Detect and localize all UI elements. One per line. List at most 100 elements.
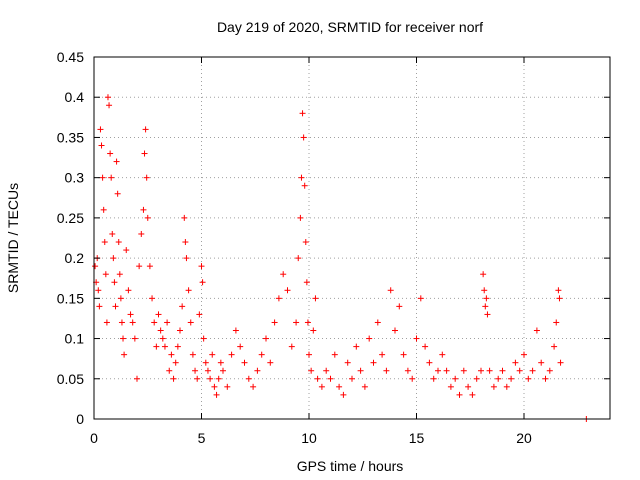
data-point bbox=[288, 343, 295, 350]
data-point bbox=[495, 375, 502, 382]
data-point bbox=[306, 351, 312, 358]
data-point bbox=[168, 351, 175, 358]
data-point bbox=[113, 158, 120, 165]
y-tick-label: 0.15 bbox=[57, 290, 84, 306]
data-point bbox=[217, 359, 224, 366]
y-tick-label: 0.05 bbox=[57, 371, 84, 387]
data-point bbox=[396, 303, 403, 310]
data-point bbox=[456, 391, 463, 398]
data-point bbox=[387, 287, 394, 294]
data-point bbox=[310, 327, 317, 334]
y-tick-label: 0.1 bbox=[65, 331, 85, 347]
data-point bbox=[303, 279, 310, 286]
data-point bbox=[237, 343, 244, 350]
y-tick-label: 0.25 bbox=[57, 210, 84, 226]
data-point bbox=[499, 367, 506, 374]
data-point bbox=[553, 319, 560, 326]
data-point bbox=[280, 271, 287, 278]
data-point bbox=[327, 375, 334, 382]
data-point bbox=[370, 359, 377, 366]
y-tick-label: 0.35 bbox=[57, 129, 84, 145]
x-tick-label: 15 bbox=[409, 430, 425, 446]
data-point bbox=[308, 367, 315, 374]
data-point bbox=[435, 367, 441, 374]
data-point bbox=[293, 319, 300, 326]
data-point bbox=[284, 287, 291, 294]
data-point bbox=[551, 343, 558, 350]
data-point bbox=[299, 110, 306, 117]
data-point bbox=[557, 359, 564, 366]
data-point bbox=[121, 351, 128, 358]
data-point bbox=[340, 391, 347, 398]
data-point bbox=[503, 383, 510, 390]
data-point bbox=[117, 295, 124, 302]
data-point bbox=[157, 327, 164, 334]
data-point bbox=[129, 319, 136, 326]
data-point bbox=[95, 287, 102, 294]
data-point bbox=[99, 174, 106, 181]
data-point bbox=[383, 367, 390, 374]
data-point bbox=[430, 375, 437, 382]
data-point bbox=[481, 287, 488, 294]
data-point bbox=[271, 319, 278, 326]
data-point bbox=[439, 351, 446, 358]
data-point bbox=[170, 375, 177, 382]
data-point bbox=[232, 327, 239, 334]
data-point bbox=[101, 239, 108, 246]
data-point bbox=[213, 391, 220, 398]
data-point bbox=[447, 383, 454, 390]
data-point bbox=[131, 335, 138, 342]
data-point bbox=[529, 367, 536, 374]
data-point bbox=[149, 295, 156, 302]
data-point bbox=[555, 287, 562, 294]
y-tick-label: 0 bbox=[76, 411, 84, 427]
data-point bbox=[422, 343, 429, 350]
data-point bbox=[366, 335, 373, 342]
data-point bbox=[400, 351, 407, 358]
data-point bbox=[490, 383, 497, 390]
data-point bbox=[297, 214, 304, 221]
data-point bbox=[200, 335, 207, 342]
data-point bbox=[192, 367, 199, 374]
data-point bbox=[118, 319, 125, 326]
axis-ticks: 0 0.05 0.1 0.15 0.2 0.25 0.3 0.35 0.4 0.45 0 5 10 15 2… bbox=[57, 49, 610, 446]
data-point bbox=[417, 295, 424, 302]
data-point bbox=[245, 375, 252, 382]
data-point bbox=[174, 343, 181, 350]
data-point bbox=[189, 351, 196, 358]
data-point bbox=[409, 375, 416, 382]
data-point bbox=[151, 319, 158, 326]
data-point bbox=[323, 367, 330, 374]
data-point bbox=[141, 150, 148, 157]
data-point bbox=[392, 327, 398, 334]
data-point bbox=[533, 327, 540, 334]
data-point bbox=[103, 319, 110, 326]
y-tick-label: 0.2 bbox=[65, 250, 85, 266]
data-point bbox=[312, 295, 319, 302]
data-point bbox=[102, 271, 109, 278]
data-point bbox=[254, 367, 261, 374]
data-point bbox=[460, 367, 467, 374]
data-point bbox=[182, 239, 189, 246]
data-point bbox=[115, 239, 122, 246]
data-point bbox=[525, 375, 532, 382]
data-point bbox=[134, 375, 140, 382]
data-point bbox=[241, 359, 248, 366]
data-point bbox=[209, 351, 216, 358]
data-point bbox=[224, 383, 231, 390]
data-point bbox=[538, 359, 545, 366]
data-point bbox=[250, 383, 257, 390]
data-point bbox=[104, 94, 111, 101]
data-point bbox=[177, 327, 183, 334]
data-point bbox=[331, 351, 338, 358]
data-point bbox=[100, 206, 107, 213]
data-point bbox=[92, 263, 99, 270]
data-point bbox=[556, 295, 563, 302]
data-point bbox=[106, 102, 113, 109]
data-point bbox=[108, 174, 115, 181]
data-point bbox=[304, 319, 311, 326]
data-point bbox=[404, 367, 411, 374]
data-point bbox=[344, 359, 351, 366]
data-point bbox=[142, 126, 149, 133]
data-point bbox=[480, 271, 487, 278]
